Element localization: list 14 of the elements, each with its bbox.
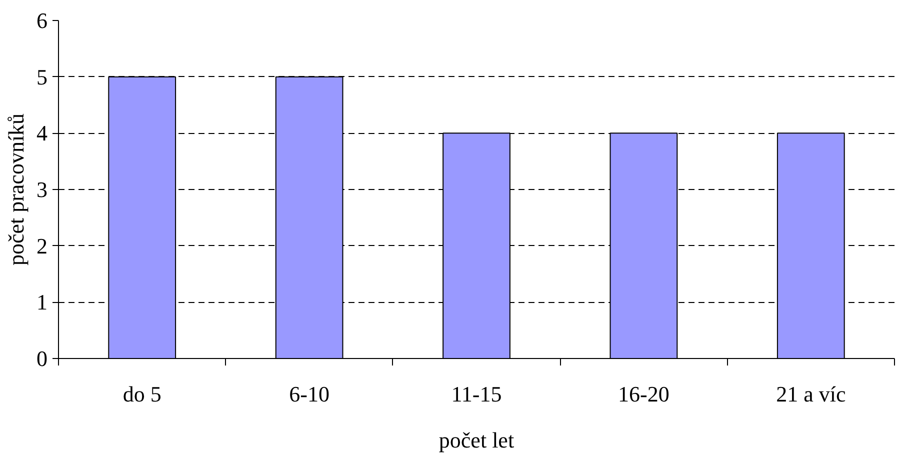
y-tick-label: 4 [36, 120, 48, 146]
y-tick-label: 1 [36, 290, 48, 315]
y-axis-title: počet pracovníků [4, 113, 28, 266]
x-tick-label: 16-20 [618, 382, 670, 406]
y-tick-label: 5 [36, 64, 48, 90]
y-tick-label: 6 [36, 8, 48, 33]
x-tick-label: 6-10 [289, 382, 330, 406]
x-tick-label: do 5 [122, 382, 162, 406]
y-tick-label: 3 [36, 177, 48, 202]
x-axis-title: počet let [438, 428, 514, 452]
y-tick-label: 0 [36, 346, 48, 371]
x-tick-label: 21 a víc [776, 382, 846, 406]
x-tick-label: 11-15 [451, 382, 502, 406]
y-tick-label: 2 [36, 233, 48, 258]
